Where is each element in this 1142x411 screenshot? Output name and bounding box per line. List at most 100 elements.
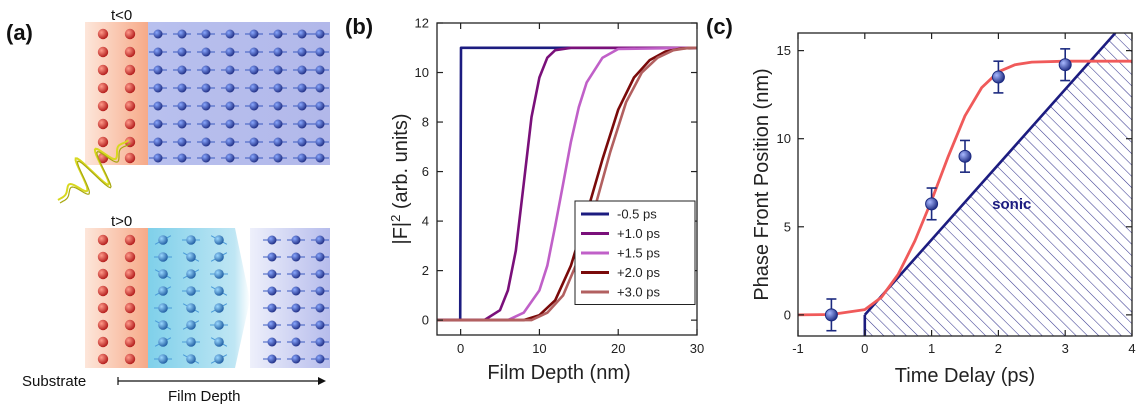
y-axis-label: |F|2 (arb. units)	[388, 114, 413, 245]
excited-atom	[186, 320, 196, 330]
excited-atom	[158, 269, 168, 279]
excited-atom	[186, 354, 196, 364]
substrate-atom	[97, 100, 109, 112]
film-atom	[297, 29, 307, 39]
chart-c: sonic -1 0 1 2 3 4 0 5 10 15 Time Delay (ps) Phase F…	[751, 32, 1136, 387]
film-atom	[177, 153, 187, 163]
laser-pulse-icon	[57, 139, 129, 201]
y-tick-label: 10	[415, 65, 429, 80]
label-t-after: t>0	[111, 213, 132, 230]
film-atom	[291, 286, 301, 296]
fit-curve	[798, 59, 1132, 317]
film-atom	[315, 153, 325, 163]
substrate-atom	[124, 28, 136, 40]
film-atom	[273, 119, 283, 129]
film-atom	[249, 119, 259, 129]
substrate-atom	[124, 234, 136, 246]
film-atom	[201, 47, 211, 57]
film-atom	[297, 83, 307, 93]
x-tick-label: 4	[1128, 341, 1135, 356]
film-atom	[315, 235, 325, 245]
film-atom	[201, 153, 211, 163]
plot-frame	[436, 22, 698, 336]
film-atom	[225, 153, 235, 163]
lattice-schematic: t<0 t>0 Substrate Film Depth	[22, 7, 330, 405]
y-tick-label: 4	[422, 214, 429, 229]
y-tick-label: 6	[422, 164, 429, 179]
substrate-region-top	[85, 22, 150, 165]
y-tick-label: 2	[422, 263, 429, 278]
substrate-atom	[124, 319, 136, 331]
substrate-atom	[124, 336, 136, 348]
laser-pulse-shadow-icon	[59, 142, 131, 204]
excited-atom	[214, 320, 224, 330]
excited-atom	[214, 303, 224, 313]
x-tick-label: 30	[690, 341, 704, 356]
data-point-0	[824, 308, 838, 322]
film-atom	[267, 286, 277, 296]
y-tick-label: 12	[415, 16, 429, 31]
film-atom	[249, 47, 259, 57]
film-atom	[201, 83, 211, 93]
depth-label: Film Depth	[168, 388, 241, 405]
y-tick-label: 0	[784, 307, 791, 322]
x-tick-label: 20	[611, 341, 625, 356]
substrate-atom	[124, 285, 136, 297]
film-atom	[315, 354, 325, 364]
film-atom	[267, 269, 277, 279]
y-tick-label: 8	[422, 115, 429, 130]
film-atom	[315, 119, 325, 129]
x-tick-label: 2	[995, 341, 1002, 356]
film-atom	[177, 119, 187, 129]
film-atom	[297, 119, 307, 129]
x-axis-label: Time Delay (ps)	[895, 365, 1035, 387]
panel-label-c: (c)	[706, 14, 733, 39]
film-atom	[153, 47, 163, 57]
film-atoms-bottom	[97, 234, 329, 365]
sonic-line	[863, 33, 1117, 316]
film-atom	[291, 354, 301, 364]
excited-film-region	[148, 228, 250, 368]
x-tick-label: 0	[457, 341, 464, 356]
film-region-bottom	[250, 228, 330, 368]
film-atom	[201, 137, 211, 147]
film-atom	[153, 137, 163, 147]
data-point-2	[958, 149, 972, 163]
x-tick-label: 3	[1062, 341, 1069, 356]
film-atom	[297, 65, 307, 75]
legend-entry-2: +1.5 ps	[617, 246, 661, 261]
excited-atom	[158, 337, 168, 347]
y-tick-label: 15	[777, 43, 791, 58]
film-atom	[297, 101, 307, 111]
film-atom	[291, 252, 301, 262]
plot-frame	[797, 32, 1133, 337]
film-atom	[249, 65, 259, 75]
excited-atom	[186, 337, 196, 347]
excited-atom	[158, 235, 168, 245]
film-atom	[273, 101, 283, 111]
film-atom	[249, 137, 259, 147]
legend-entry-1: +1.0 ps	[617, 226, 661, 241]
excited-atom	[214, 269, 224, 279]
film-atoms-top	[97, 28, 329, 164]
substrate-atom	[97, 234, 109, 246]
film-atom	[273, 83, 283, 93]
substrate-atom	[124, 152, 136, 164]
substrate-atom	[124, 353, 136, 365]
substrate-atom	[124, 46, 136, 58]
excited-atom	[214, 354, 224, 364]
film-atom	[315, 286, 325, 296]
substrate-atom	[97, 285, 109, 297]
data-point-1	[925, 197, 939, 211]
excited-atom	[158, 354, 168, 364]
film-atom	[153, 101, 163, 111]
film-atom	[291, 337, 301, 347]
film-atom	[315, 337, 325, 347]
film-atom	[153, 153, 163, 163]
film-atom	[291, 235, 301, 245]
excited-atom	[158, 286, 168, 296]
excited-atom	[214, 337, 224, 347]
film-atom	[297, 137, 307, 147]
film-atom	[315, 65, 325, 75]
substrate-atom	[124, 268, 136, 280]
